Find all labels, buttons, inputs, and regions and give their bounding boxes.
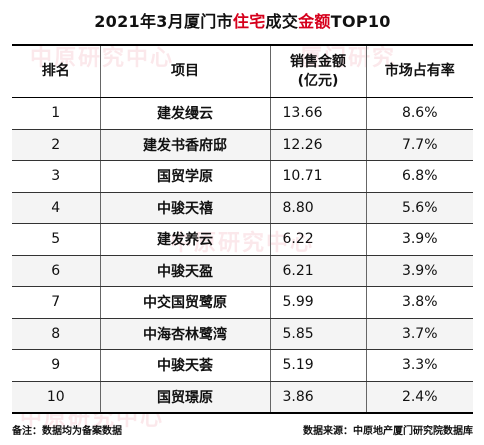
rank-cell: 9 (12, 349, 100, 382)
title-part: TOP10 (330, 12, 391, 31)
rank-cell: 1 (12, 97, 100, 130)
share-cell: 3.8% (365, 286, 473, 319)
rank-cell: 5 (12, 223, 100, 256)
sales-cell: 8.80 (269, 192, 366, 224)
table-title: 2021年3月厦门市住宅成交金额TOP10 (12, 0, 473, 44)
project-cell: 中海杏林鹭湾 (99, 318, 270, 350)
project-cell: 国贸璟原 (99, 381, 270, 414)
sales-cell: 5.85 (269, 318, 366, 350)
share-cell: 5.6% (365, 192, 473, 224)
footer: 备注：数据均为备案数据 数据来源：中原地产厦门研究院数据库 (12, 421, 473, 443)
project-cell: 中骏天荟 (99, 349, 270, 382)
table-row: 4 中骏天禧 8.80 5.6% (12, 192, 473, 224)
table-row: 3 国贸学原 10.71 6.8% (12, 160, 473, 193)
header-sales-line1: 销售金额 (290, 53, 346, 70)
rank-cell: 2 (12, 129, 100, 161)
project-cell: 中骏天盈 (99, 255, 270, 287)
header-sales-line2: (亿元) (297, 72, 339, 89)
project-cell: 建发养云 (99, 223, 270, 256)
sales-cell: 5.99 (269, 286, 366, 319)
project-cell: 中骏天禧 (99, 192, 270, 224)
rank-cell: 7 (12, 286, 100, 319)
rank-cell: 3 (12, 160, 100, 193)
share-cell: 3.3% (365, 349, 473, 382)
sales-cell: 5.19 (269, 349, 366, 382)
rank-cell: 4 (12, 192, 100, 224)
sales-cell: 3.86 (269, 381, 366, 414)
project-cell: 建发缦云 (99, 97, 270, 130)
sales-cell: 6.21 (269, 255, 366, 287)
title-part: 2021年3月厦门市 (94, 12, 233, 31)
share-cell: 2.4% (365, 381, 473, 414)
share-cell: 3.9% (365, 223, 473, 256)
sales-cell: 13.66 (269, 97, 366, 130)
rank-cell: 6 (12, 255, 100, 287)
footer-source: 数据来源：中原地产厦门研究院数据库 (303, 426, 473, 437)
rank-cell: 8 (12, 318, 100, 350)
header-share: 市场占有率 (365, 45, 473, 98)
project-cell: 建发书香府邸 (99, 129, 270, 161)
table-row: 9 中骏天荟 5.19 3.3% (12, 349, 473, 382)
footer-note: 备注：数据均为备案数据 (12, 426, 122, 437)
header-sales: 销售金额 (亿元) (269, 45, 366, 98)
sales-cell: 10.71 (269, 160, 366, 193)
title-highlight: 住宅 (232, 12, 266, 31)
sales-cell: 6.22 (269, 223, 366, 256)
share-cell: 6.8% (365, 160, 473, 193)
table-row: 1 建发缦云 13.66 8.6% (12, 97, 473, 130)
share-cell: 3.7% (365, 318, 473, 350)
share-cell: 7.7% (365, 129, 473, 161)
table-row: 8 中海杏林鹭湾 5.85 3.7% (12, 318, 473, 350)
table-row: 2 建发书香府邸 12.26 7.7% (12, 129, 473, 161)
header-project: 项目 (99, 45, 270, 98)
share-cell: 8.6% (365, 97, 473, 130)
sales-cell: 12.26 (269, 129, 366, 161)
rank-cell: 10 (12, 381, 100, 414)
ranking-table: 排名 项目 销售金额 (亿元) 市场占有率 1 建发缦云 13.66 8.6% 2 建发书… (12, 44, 473, 414)
title-highlight: 金额 (298, 12, 331, 31)
table-row: 5 建发养云 6.22 3.9% (12, 223, 473, 256)
table-row: 7 中交国贸鹭原 5.99 3.8% (12, 286, 473, 319)
table-row: 10 国贸璟原 3.86 2.4% (12, 381, 473, 414)
share-cell: 3.9% (365, 255, 473, 287)
table-row: 6 中骏天盈 6.21 3.9% (12, 255, 473, 287)
title-part: 成交 (265, 12, 299, 31)
header-rank: 排名 (12, 45, 100, 98)
project-cell: 国贸学原 (99, 160, 270, 193)
header-row: 排名 项目 销售金额 (亿元) 市场占有率 (12, 45, 473, 98)
project-cell: 中交国贸鹭原 (99, 286, 270, 319)
ranking-document: 2021年3月厦门市住宅成交金额TOP10 排名 项目 销售金额 (亿元) 市场… (12, 0, 473, 414)
